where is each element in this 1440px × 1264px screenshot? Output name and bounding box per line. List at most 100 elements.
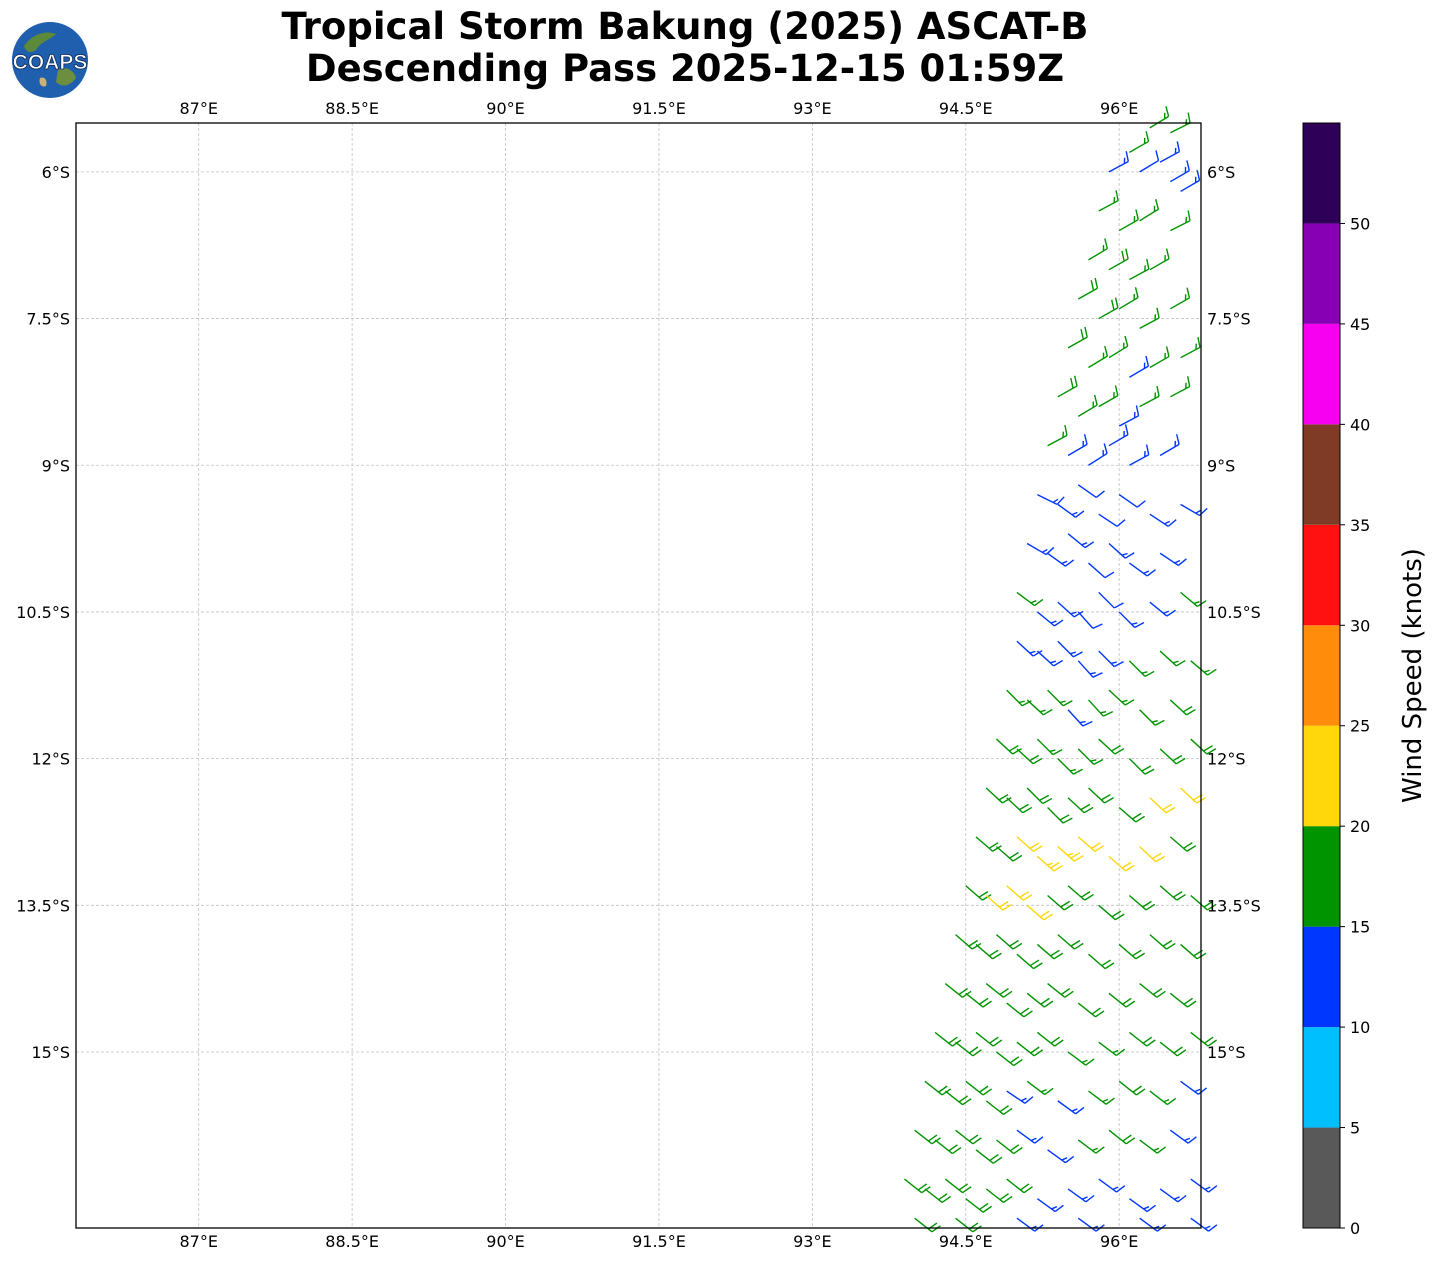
wind-barb-feather — [988, 842, 999, 849]
lon-tick-label-top: 94.5°E — [939, 99, 993, 118]
wind-barb-shaft — [1077, 484, 1097, 499]
wind-barb-feather — [1084, 326, 1088, 338]
colorbar-frame — [1302, 122, 1341, 1229]
wind-barb-shaft — [1067, 443, 1088, 457]
wind-barb-feather — [1039, 794, 1050, 801]
wind-barb — [1088, 345, 1109, 369]
wind-barb-feather — [999, 1193, 1009, 1201]
wind-barb-shaft — [1088, 1090, 1107, 1105]
wind-barb-feather — [1125, 864, 1135, 872]
wind-barb — [1087, 699, 1114, 717]
wind-barb-feather — [1186, 287, 1191, 299]
wind-barb-shaft — [1149, 601, 1168, 617]
wind-barb-feather — [1024, 1096, 1034, 1104]
wind-barb — [1108, 151, 1130, 173]
wind-barb-shaft — [995, 846, 1014, 862]
colorbar-tick-label: 40 — [1350, 415, 1370, 434]
wind-barb — [1108, 1129, 1136, 1145]
wind-barb-shaft — [1149, 355, 1170, 369]
wind-barb-feather — [1084, 893, 1094, 901]
wind-barb — [1139, 846, 1166, 863]
wind-barb-shaft — [1098, 904, 1116, 921]
lat-tick-label-right: 10.5°S — [1207, 603, 1261, 622]
wind-barb-shaft — [1026, 992, 1045, 1008]
wind-barb-feather — [1064, 559, 1075, 567]
wind-barb-shaft — [1016, 1217, 1036, 1232]
wind-barb — [1036, 611, 1064, 627]
wind-barb-feather — [1112, 1186, 1119, 1191]
wind-barb-feather — [1034, 1136, 1044, 1144]
lat-tick-label-right: 15°S — [1207, 1043, 1246, 1062]
wind-barb — [1149, 106, 1170, 129]
wind-barb-feather — [1071, 511, 1078, 516]
wind-barb-feather — [1013, 1058, 1023, 1067]
wind-barb-shaft — [985, 1100, 1004, 1116]
wind-barb — [1016, 748, 1043, 765]
wind-barb-feather — [968, 939, 978, 947]
lon-tick-label-bottom: 91.5°E — [632, 1232, 686, 1251]
wind-barb-feather — [989, 1153, 999, 1162]
wind-barb — [1036, 1031, 1064, 1047]
wind-barb-feather — [1124, 335, 1129, 347]
wind-barb-shaft — [1149, 934, 1167, 950]
wind-barb-feather — [992, 1039, 1003, 1047]
wind-barb-feather — [1101, 959, 1111, 967]
wind-barb — [1006, 1178, 1033, 1194]
wind-barb-shaft — [1159, 552, 1179, 567]
wind-barb — [1098, 904, 1125, 921]
wind-barb-feather — [1173, 1046, 1183, 1054]
lon-tick-label-top: 96°E — [1100, 99, 1138, 118]
wind-barb-feather — [972, 1225, 982, 1233]
wind-barb-feather — [1173, 1196, 1180, 1200]
wind-barb-shaft — [975, 1031, 994, 1047]
wind-barb — [1006, 689, 1032, 707]
wind-barb-feather — [1029, 842, 1040, 849]
wind-barb — [1026, 787, 1053, 805]
wind-barb-shaft — [1026, 904, 1045, 921]
wind-barb-feather — [1187, 210, 1191, 221]
wind-barb-feather — [1092, 1147, 1098, 1152]
wind-barb-feather — [1052, 749, 1063, 756]
wind-barb-feather — [1131, 622, 1138, 625]
wind-barb-feather — [1116, 519, 1126, 527]
wind-barb-feather — [1040, 997, 1050, 1005]
wind-barb-shaft — [1067, 533, 1086, 549]
wind-barb-shaft — [1129, 454, 1150, 466]
wind-barb — [934, 1139, 962, 1155]
wind-barb-feather — [968, 1046, 979, 1054]
wind-barb-feather — [1046, 862, 1053, 866]
wind-barb — [1057, 1100, 1085, 1115]
wind-barb — [1088, 953, 1115, 970]
wind-barb — [1139, 982, 1166, 998]
wind-barb-shaft — [1180, 503, 1200, 517]
wind-barb — [1088, 238, 1109, 261]
wind-barb — [1067, 709, 1093, 727]
wind-barb-feather — [1165, 106, 1170, 117]
wind-barb — [1026, 904, 1053, 921]
wind-barb-shaft — [1006, 1090, 1026, 1104]
wind-barb-feather — [1061, 560, 1068, 565]
wind-barb-shaft — [1026, 699, 1044, 716]
wind-barb-feather — [1012, 854, 1023, 862]
wind-barb-feather — [1135, 209, 1139, 220]
wind-barb-feather — [1062, 700, 1073, 707]
wind-barb-feather — [972, 1137, 982, 1145]
wind-barb-feather — [1070, 651, 1077, 655]
wind-barb — [1170, 210, 1191, 232]
wind-barb — [1036, 855, 1064, 872]
wind-barb-feather — [1194, 1088, 1201, 1093]
colorbar-tick-label: 45 — [1350, 315, 1370, 334]
wind-barb — [1108, 689, 1135, 706]
wind-barb-shaft — [1180, 787, 1198, 804]
wind-barb — [1057, 503, 1085, 518]
wind-barb-shaft — [1180, 943, 1198, 960]
wind-barb-feather — [1145, 903, 1156, 911]
map-gridlines — [76, 123, 1201, 1228]
wind-barb-feather — [1073, 651, 1083, 658]
wind-barb-feather — [1001, 797, 1012, 804]
wind-barb — [1169, 699, 1196, 716]
wind-barb-shaft — [985, 982, 1004, 998]
wind-barb-feather — [1113, 661, 1124, 668]
wind-barb-shaft — [1036, 1031, 1056, 1047]
